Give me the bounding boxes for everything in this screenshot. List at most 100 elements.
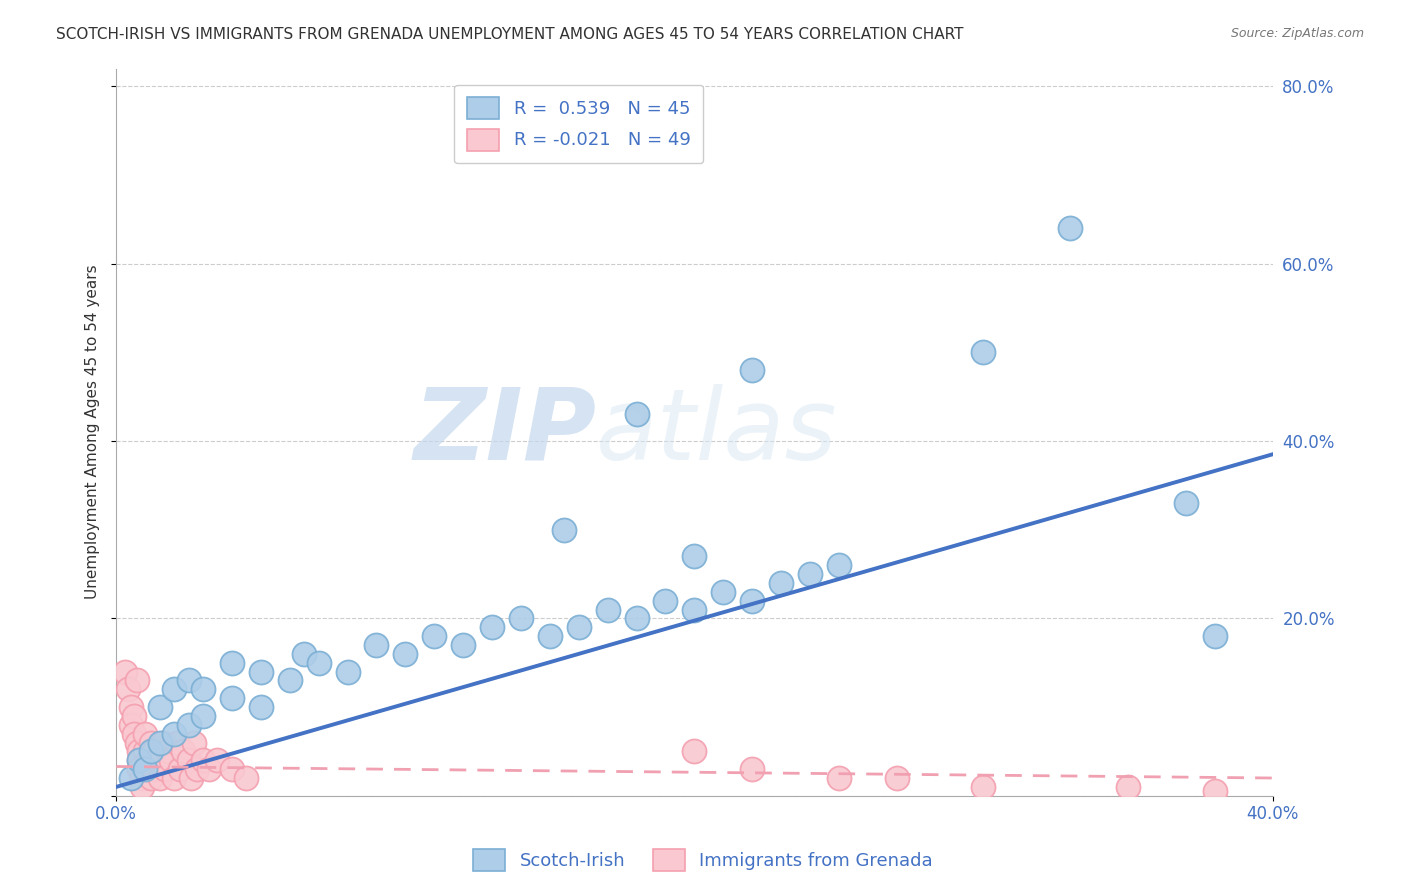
Point <box>828 771 851 785</box>
Point <box>249 700 271 714</box>
Point <box>711 584 734 599</box>
Text: SCOTCH-IRISH VS IMMIGRANTS FROM GRENADA UNEMPLOYMENT AMONG AGES 45 TO 54 YEARS C: SCOTCH-IRISH VS IMMIGRANTS FROM GRENADA … <box>56 27 963 42</box>
Point <box>538 629 561 643</box>
Point <box>481 620 503 634</box>
Point <box>207 753 229 767</box>
Point <box>654 593 676 607</box>
Point <box>186 762 208 776</box>
Point <box>191 753 214 767</box>
Point <box>626 408 648 422</box>
Text: Source: ZipAtlas.com: Source: ZipAtlas.com <box>1230 27 1364 40</box>
Y-axis label: Unemployment Among Ages 45 to 54 years: Unemployment Among Ages 45 to 54 years <box>86 265 100 599</box>
Point <box>125 673 148 688</box>
Point <box>197 762 219 776</box>
Point <box>131 771 153 785</box>
Point <box>128 753 150 767</box>
Point <box>394 647 416 661</box>
Point <box>177 718 200 732</box>
Point <box>120 700 142 714</box>
Point <box>423 629 446 643</box>
Point <box>149 753 172 767</box>
Point <box>160 753 183 767</box>
Point <box>183 735 205 749</box>
Point <box>799 567 821 582</box>
Point <box>149 771 172 785</box>
Point <box>134 744 156 758</box>
Point <box>134 762 156 776</box>
Point <box>596 602 619 616</box>
Point <box>336 665 359 679</box>
Legend: Scotch-Irish, Immigrants from Grenada: Scotch-Irish, Immigrants from Grenada <box>465 842 941 879</box>
Point <box>741 363 763 377</box>
Point <box>139 735 162 749</box>
Point <box>157 744 180 758</box>
Point <box>163 771 186 785</box>
Point <box>120 771 142 785</box>
Point <box>120 718 142 732</box>
Point <box>278 673 301 688</box>
Point <box>125 735 148 749</box>
Point <box>1059 221 1081 235</box>
Point <box>221 656 243 670</box>
Point <box>741 762 763 776</box>
Point <box>163 682 186 697</box>
Point <box>128 744 150 758</box>
Point <box>568 620 591 634</box>
Point <box>155 762 177 776</box>
Point <box>828 558 851 573</box>
Point <box>114 665 136 679</box>
Point <box>626 611 648 625</box>
Point <box>886 771 908 785</box>
Point <box>249 665 271 679</box>
Point <box>134 727 156 741</box>
Legend: R =  0.539   N = 45, R = -0.021   N = 49: R = 0.539 N = 45, R = -0.021 N = 49 <box>454 85 703 163</box>
Point <box>741 593 763 607</box>
Text: atlas: atlas <box>596 384 838 481</box>
Point <box>553 523 575 537</box>
Point <box>136 753 159 767</box>
Point <box>366 638 388 652</box>
Point <box>683 744 706 758</box>
Point <box>180 771 202 785</box>
Point <box>139 771 162 785</box>
Point <box>139 744 162 758</box>
Point <box>1204 784 1226 798</box>
Point <box>683 549 706 564</box>
Point <box>149 735 172 749</box>
Point <box>128 753 150 767</box>
Point <box>122 709 145 723</box>
Point <box>149 700 172 714</box>
Point <box>451 638 474 652</box>
Point <box>292 647 315 661</box>
Point <box>972 780 994 794</box>
Point <box>1204 629 1226 643</box>
Point <box>142 762 165 776</box>
Point <box>221 762 243 776</box>
Text: ZIP: ZIP <box>413 384 596 481</box>
Point <box>770 575 793 590</box>
Point <box>683 602 706 616</box>
Point <box>163 727 186 741</box>
Point <box>177 753 200 767</box>
Point <box>117 682 139 697</box>
Point <box>972 345 994 359</box>
Point <box>169 762 191 776</box>
Point <box>131 780 153 794</box>
Point <box>308 656 330 670</box>
Point <box>128 762 150 776</box>
Point <box>145 753 167 767</box>
Point <box>172 744 194 758</box>
Point <box>136 762 159 776</box>
Point <box>177 673 200 688</box>
Point <box>1174 496 1197 510</box>
Point <box>152 735 174 749</box>
Point <box>122 727 145 741</box>
Point <box>191 709 214 723</box>
Point <box>221 691 243 706</box>
Point <box>134 762 156 776</box>
Point <box>235 771 257 785</box>
Point <box>166 735 188 749</box>
Point <box>191 682 214 697</box>
Point <box>142 744 165 758</box>
Point <box>510 611 533 625</box>
